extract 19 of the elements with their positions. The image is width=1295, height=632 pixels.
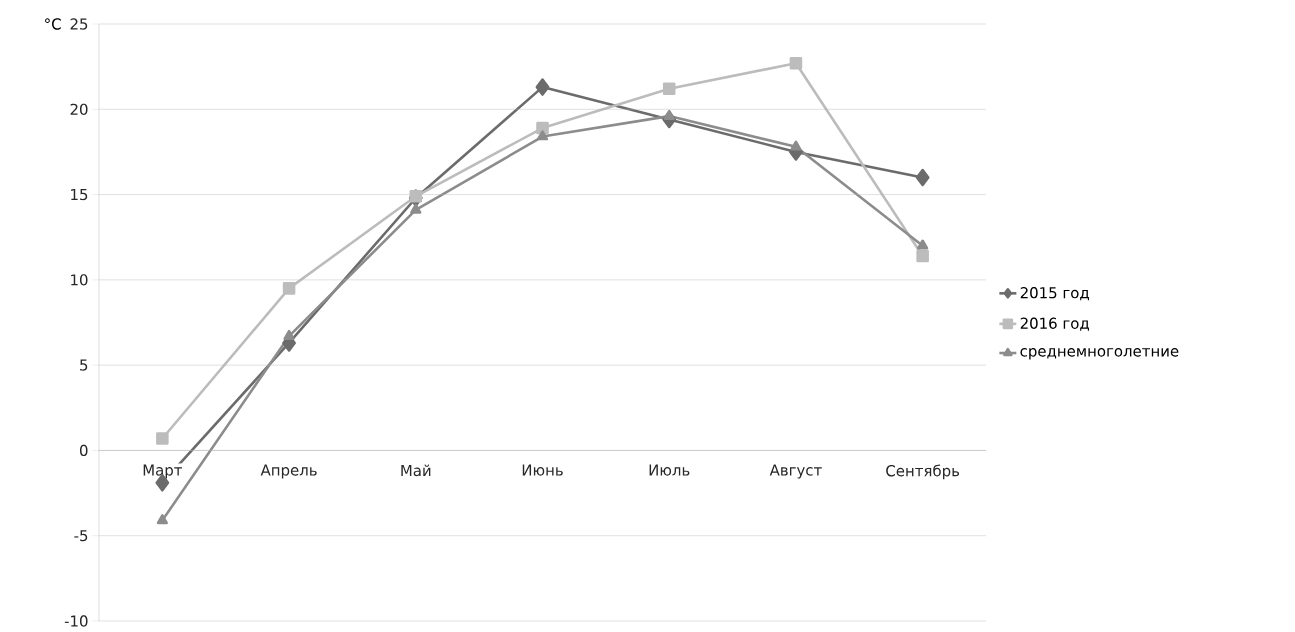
y-tick-label: 5: [80, 359, 88, 371]
legend-label: 2015 год: [1020, 287, 1089, 301]
y-axis-title: °C: [45, 18, 61, 30]
y-tick-label: 20: [70, 103, 88, 115]
x-tick-label: Июнь: [522, 464, 563, 476]
y-tick-label: 10: [71, 274, 88, 286]
y-tick-label: 25: [70, 18, 88, 30]
y-tick-label: 15: [71, 189, 88, 201]
x-tick-label: Июль: [649, 464, 690, 476]
legend-label: 2016 год: [1020, 317, 1089, 331]
legend-label: среднемноголетние: [1020, 348, 1179, 360]
x-tick-label: Август: [769, 464, 822, 479]
y-tick-label: -10: [64, 615, 88, 627]
x-tick-label: Апрель: [260, 464, 317, 479]
x-tick-label: Март: [143, 464, 183, 479]
y-tick-label: -5: [74, 530, 88, 542]
y-tick-label: 0: [79, 444, 88, 457]
x-tick-label: Май: [401, 464, 431, 477]
x-tick-label: Сентябрь: [886, 464, 960, 480]
